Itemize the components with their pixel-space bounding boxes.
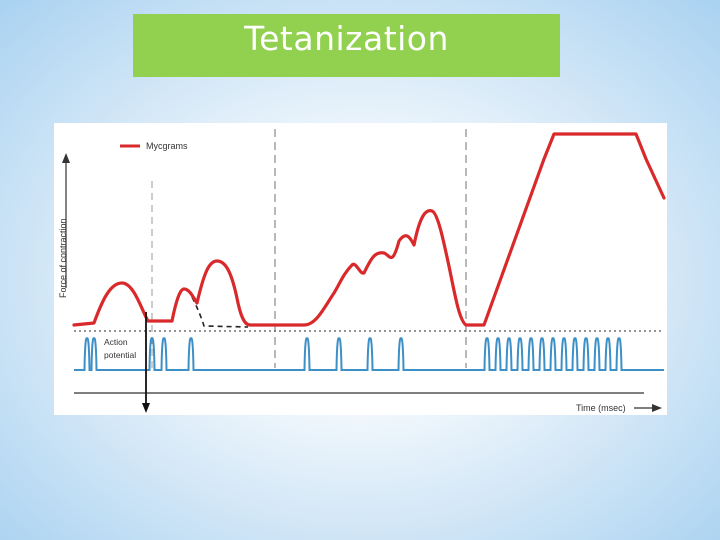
trace-label-line2: potential xyxy=(104,350,136,360)
tetanization-diagram: Force of contraction Mycgrams Action pot… xyxy=(54,123,667,415)
stimulus-arrow-icon xyxy=(142,403,150,413)
trace-label-line1: Action xyxy=(104,337,128,347)
y-axis-arrow-icon xyxy=(62,153,70,163)
diagram-canvas: Force of contraction Mycgrams Action pot… xyxy=(58,129,666,413)
x-axis-label: Time (msec) xyxy=(576,403,626,413)
x-axis-arrow-icon xyxy=(652,404,662,412)
slide-title: Tetanization xyxy=(244,19,449,58)
legend-label: Mycgrams xyxy=(146,141,188,151)
title-box: Tetanization xyxy=(133,14,560,77)
y-axis-label: Force of contraction xyxy=(58,218,68,298)
action-potential-trace xyxy=(74,337,664,371)
myogram-curve xyxy=(72,132,666,327)
